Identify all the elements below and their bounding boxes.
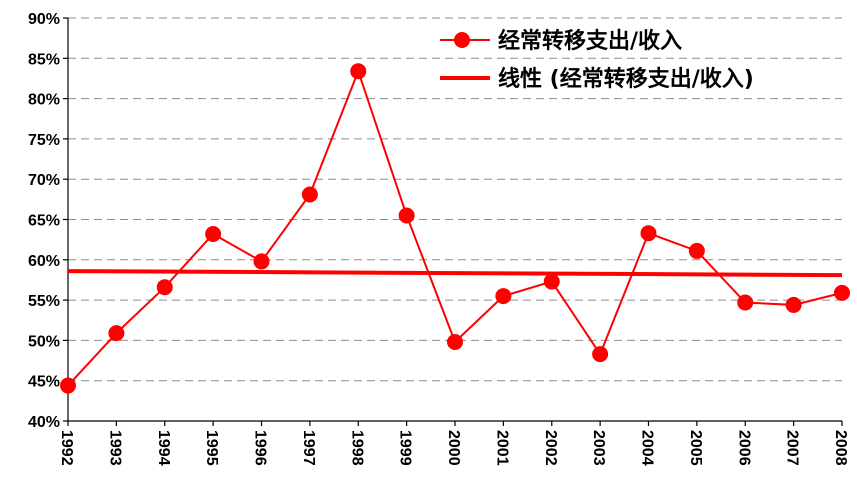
y-tick-label: 45% xyxy=(28,374,60,391)
y-tick-label: 75% xyxy=(28,132,60,149)
x-tick-label: 2002 xyxy=(542,430,559,466)
x-tick-label: 2007 xyxy=(784,430,801,466)
y-tick-label: 50% xyxy=(28,333,60,350)
x-tick-label: 2008 xyxy=(832,430,849,466)
data-point xyxy=(447,334,463,351)
data-point xyxy=(156,279,173,296)
x-tick-label: 2004 xyxy=(639,430,656,466)
x-tick-label: 1998 xyxy=(348,430,365,466)
legend: 经常转移支出/收入 线性 (经常转移支出/收入) xyxy=(440,28,754,92)
data-point xyxy=(60,377,76,394)
data-point xyxy=(205,226,222,243)
y-tick-label: 65% xyxy=(28,213,60,230)
x-tick-label: 1993 xyxy=(106,430,123,466)
x-tick-label: 2006 xyxy=(735,430,752,466)
x-tick-label: 2000 xyxy=(445,430,462,466)
data-point xyxy=(785,296,802,313)
y-tick-label: 80% xyxy=(28,92,60,109)
trendline xyxy=(67,269,843,278)
grid-lines xyxy=(68,17,842,382)
data-point xyxy=(592,346,609,363)
y-tick-label: 40% xyxy=(28,414,60,431)
data-point xyxy=(640,225,657,242)
legend-series-label: 经常转移支出/收入 xyxy=(498,28,682,54)
trendline-layer xyxy=(67,269,843,278)
x-tick-label: 1992 xyxy=(58,430,75,466)
x-tick-label: 2005 xyxy=(687,430,704,466)
y-tick-label: 60% xyxy=(28,253,60,270)
y-tick-label: 70% xyxy=(28,172,60,189)
data-point xyxy=(350,63,367,80)
data-point xyxy=(398,207,415,224)
x-tick-label: 1997 xyxy=(300,430,317,466)
y-tick-label: 90% xyxy=(28,11,60,28)
data-point xyxy=(688,242,705,259)
data-point xyxy=(495,288,512,305)
y-tick-label: 85% xyxy=(28,51,60,68)
x-tick-label: 2001 xyxy=(493,430,510,466)
legend-trend-label: 线性 (经常转移支出/收入) xyxy=(498,66,754,92)
data-point xyxy=(834,284,850,301)
data-point xyxy=(543,273,560,290)
x-tick-label: 1999 xyxy=(397,430,414,466)
x-tick-label: 2003 xyxy=(590,430,607,466)
y-axis-ticks: 40% 45% 50% 55% 60% 65% 70% 75% 80% 85% 90% xyxy=(28,11,68,431)
x-tick-label: 1994 xyxy=(155,430,172,466)
data-point xyxy=(737,294,754,311)
x-tick-label: 1996 xyxy=(252,430,269,466)
x-axis-ticks: 1992 1993 1994 1995 1996 1997 1998 1999 2000 2001… xyxy=(58,421,849,466)
y-tick-label: 55% xyxy=(28,293,60,310)
data-point xyxy=(253,253,270,270)
data-point xyxy=(301,186,318,203)
x-tick-label: 1995 xyxy=(203,430,220,466)
series-layer xyxy=(60,63,850,394)
data-point xyxy=(108,325,125,342)
legend-series-marker xyxy=(454,32,470,48)
